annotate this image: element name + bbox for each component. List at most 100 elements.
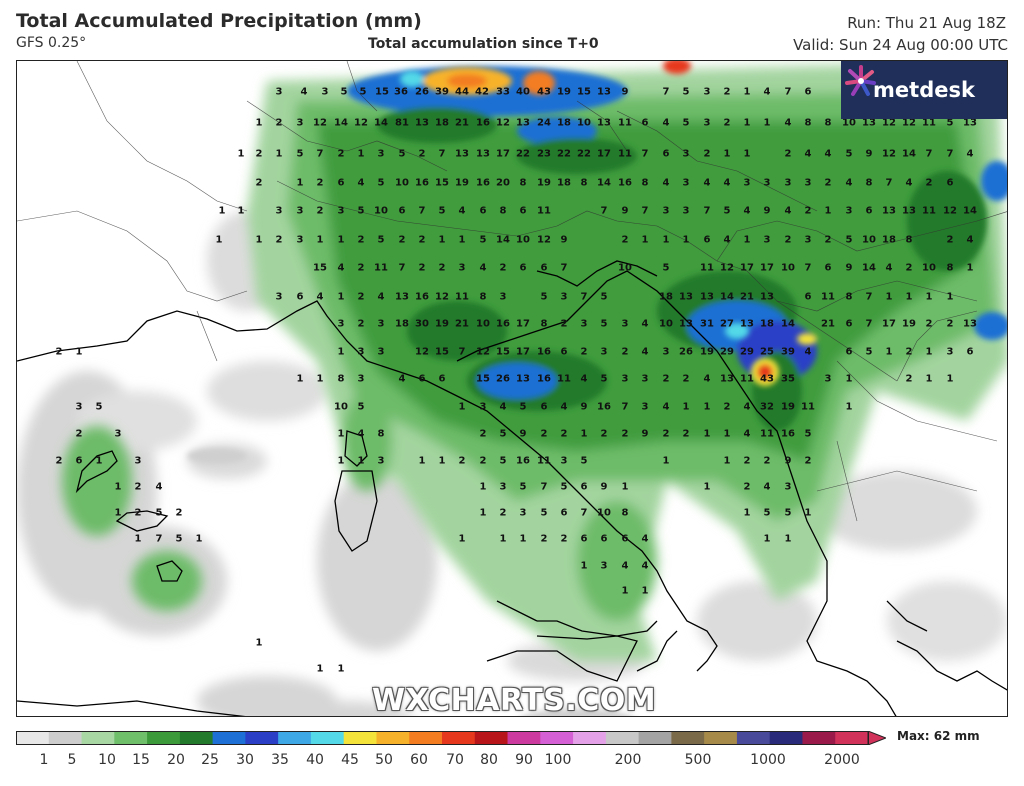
precip-value-label: 1: [479, 507, 487, 519]
precip-value-label: 11: [455, 291, 469, 303]
color-scale-tick-label: 25: [201, 752, 219, 768]
precip-value-label: 3: [824, 373, 832, 385]
precip-value-label: 15: [577, 86, 591, 98]
precip-value-label: 4: [377, 291, 385, 303]
precip-value-label: 26: [415, 86, 429, 98]
color-scale-tick-label: 90: [515, 752, 533, 768]
precip-value-label: 2: [540, 533, 548, 545]
precip-value-label: 3: [946, 346, 954, 358]
precip-value-label: 5: [377, 177, 385, 189]
precip-value-label: 14: [963, 205, 977, 217]
precip-value-label: 2: [905, 346, 913, 358]
precip-value-label: 35: [781, 373, 795, 385]
color-scale-swatch: [638, 731, 672, 745]
precip-value-label: 11: [618, 117, 632, 129]
precip-value-label: 2: [925, 177, 933, 189]
precip-value-label: 19: [435, 318, 449, 330]
precip-value-label: 3: [743, 177, 751, 189]
precip-value-label: 3: [337, 205, 345, 217]
precip-value-label: 3: [641, 373, 649, 385]
chart-subtitle: Total accumulation since T+0: [368, 36, 599, 52]
precip-value-label: 1: [763, 117, 771, 129]
precip-value-label: 6: [845, 318, 853, 330]
precip-value-label: 1: [580, 428, 588, 440]
precip-value-label: 8: [540, 318, 548, 330]
precip-value-label: 13: [720, 373, 734, 385]
precip-value-label: 7: [458, 346, 466, 358]
precip-value-label: 14: [597, 177, 611, 189]
precip-value-label: 1: [438, 455, 446, 467]
precip-value-label: 1: [275, 148, 283, 160]
precip-value-label: 1: [337, 234, 345, 246]
precip-value-label: 3: [703, 86, 711, 98]
precip-value-label: 7: [925, 148, 933, 160]
precip-value-label: 1: [723, 455, 731, 467]
precip-value-label: 2: [479, 455, 487, 467]
precip-value-label: 6: [580, 533, 588, 545]
precip-value-label: 12: [882, 117, 896, 129]
precip-value-label: 7: [155, 533, 163, 545]
precip-value-label: 10: [842, 117, 856, 129]
precip-value-label: 1: [885, 291, 893, 303]
color-scale-swatch: [245, 731, 279, 745]
precip-value-label: 4: [357, 177, 365, 189]
precip-value-label: 7: [865, 318, 873, 330]
precip-value-label: 7: [316, 148, 324, 160]
precip-value-label: 1: [925, 346, 933, 358]
precip-value-label: 6: [75, 455, 83, 467]
precip-value-label: 2: [357, 262, 365, 274]
precip-value-label: 2: [134, 507, 142, 519]
precip-value-label: 2: [804, 205, 812, 217]
precip-value-label: 3: [337, 318, 345, 330]
color-scale-tick-label: 60: [410, 752, 428, 768]
precip-value-label: 5: [682, 117, 690, 129]
color-scale-swatch: [605, 731, 640, 745]
precip-value-label: 4: [621, 560, 629, 572]
color-scale-tick-label: 40: [306, 752, 324, 768]
precip-value-label: 20: [496, 177, 510, 189]
precip-value-label: 13: [597, 86, 611, 98]
precip-value-label: 1: [337, 428, 345, 440]
precip-value-label: 3: [275, 86, 283, 98]
precip-value-label: 7: [560, 262, 568, 274]
precip-value-label: 1: [763, 533, 771, 545]
precip-value-label: 2: [458, 455, 466, 467]
wxcharts-watermark: WXCHARTS.COM: [372, 683, 657, 717]
precip-value-label: 15: [435, 177, 449, 189]
precip-value-label: 3: [662, 346, 670, 358]
color-scale-swatch: [704, 731, 738, 745]
precip-value-label: 4: [155, 481, 163, 493]
precip-value-label: 4: [316, 291, 324, 303]
precip-value-label: 22: [577, 148, 591, 160]
precip-value-label: 1: [357, 455, 365, 467]
precip-value-label: 10: [659, 318, 673, 330]
precip-value-label: 21: [740, 291, 754, 303]
precip-value-label: 11: [760, 428, 774, 440]
precip-value-label: 4: [641, 318, 649, 330]
precip-value-label: 2: [316, 205, 324, 217]
precip-value-label: 7: [885, 177, 893, 189]
precip-value-label: 2: [662, 373, 670, 385]
precip-value-label: 21: [455, 117, 469, 129]
precip-value-label: 8: [519, 177, 527, 189]
precip-value-label: 7: [946, 148, 954, 160]
precip-value-label: 9: [641, 428, 649, 440]
precip-value-label: 3: [621, 318, 629, 330]
precip-value-label: 17: [496, 148, 510, 160]
color-scale-swatch: [376, 731, 410, 745]
precip-value-label: 2: [275, 234, 283, 246]
color-scale-swatch: [310, 731, 345, 745]
precip-value-label: 10: [374, 205, 388, 217]
precip-value-label: 2: [540, 428, 548, 440]
color-scale-swatch: [573, 731, 607, 745]
precip-value-label: 1: [337, 291, 345, 303]
precip-value-label: 5: [499, 428, 507, 440]
precip-value-label: 2: [316, 177, 324, 189]
precip-value-label: 13: [700, 291, 714, 303]
precip-value-label: 5: [519, 401, 527, 413]
precip-value-label: 19: [557, 86, 571, 98]
precip-value-label: 12: [943, 205, 957, 217]
precip-value-label: 13: [516, 373, 530, 385]
run-time: Run: Thu 21 Aug 18Z: [847, 14, 1006, 32]
precip-value-label: 1: [215, 234, 223, 246]
